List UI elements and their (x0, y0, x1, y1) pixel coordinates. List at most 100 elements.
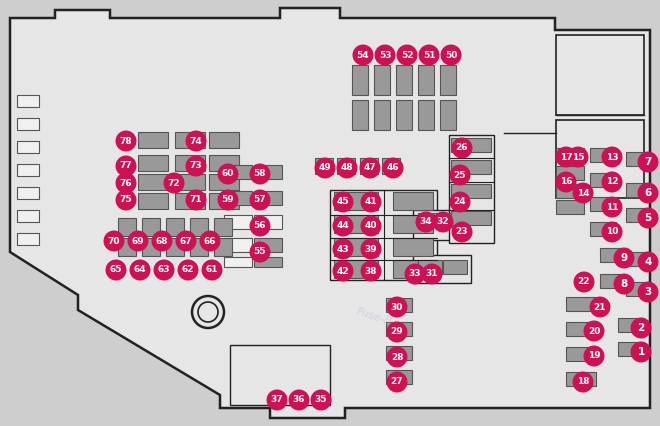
Circle shape (333, 192, 354, 213)
Text: 59: 59 (222, 196, 234, 204)
Bar (374, 100, 390, 130)
Circle shape (449, 164, 471, 185)
Bar (396, 65, 412, 95)
Text: 6: 6 (644, 188, 651, 198)
Bar (254, 191, 282, 205)
Text: 41: 41 (365, 198, 378, 207)
Circle shape (360, 261, 381, 282)
Circle shape (154, 259, 174, 280)
Text: 18: 18 (577, 377, 589, 386)
Circle shape (185, 130, 207, 152)
Bar (396, 100, 412, 130)
Circle shape (218, 190, 238, 210)
Text: 27: 27 (391, 377, 403, 386)
Text: 29: 29 (391, 328, 403, 337)
Circle shape (201, 259, 222, 280)
Circle shape (418, 44, 440, 66)
Bar (443, 260, 467, 274)
Circle shape (583, 345, 605, 366)
Text: 31: 31 (426, 270, 438, 279)
Bar (17, 187, 39, 199)
Bar (440, 100, 456, 130)
Text: 3: 3 (644, 287, 651, 297)
Circle shape (360, 216, 381, 236)
Bar (393, 260, 433, 278)
Bar (142, 218, 160, 236)
Circle shape (374, 44, 395, 66)
Circle shape (638, 282, 659, 302)
Bar (374, 65, 390, 95)
Bar (418, 260, 442, 274)
Circle shape (405, 264, 426, 285)
Bar (566, 372, 596, 386)
Circle shape (601, 196, 622, 218)
Bar (590, 222, 616, 236)
Bar (166, 218, 184, 236)
Circle shape (333, 239, 354, 259)
Bar (330, 190, 437, 280)
Circle shape (152, 230, 172, 251)
Bar (393, 238, 433, 256)
Bar (190, 218, 208, 236)
Bar (214, 218, 232, 236)
Text: 7: 7 (644, 157, 651, 167)
Circle shape (574, 271, 595, 293)
Bar (17, 141, 39, 153)
Text: 43: 43 (337, 245, 349, 253)
Bar (393, 192, 433, 210)
Circle shape (352, 44, 374, 66)
Circle shape (115, 173, 137, 193)
Bar (334, 192, 378, 210)
Text: 76: 76 (119, 178, 132, 187)
Bar (386, 322, 412, 336)
Text: 54: 54 (356, 51, 370, 60)
Bar (224, 257, 252, 267)
Bar (230, 345, 330, 405)
Bar (254, 215, 282, 229)
Text: 23: 23 (456, 227, 468, 236)
Circle shape (556, 147, 576, 167)
Text: 13: 13 (606, 153, 618, 161)
Bar (418, 100, 434, 130)
Bar (413, 210, 471, 240)
Text: 78: 78 (119, 136, 132, 146)
Text: 45: 45 (337, 198, 349, 207)
Circle shape (218, 164, 238, 184)
Bar (311, 382, 327, 404)
Bar (224, 165, 252, 179)
Circle shape (638, 152, 659, 173)
Text: 5: 5 (644, 213, 651, 223)
Bar (175, 174, 205, 190)
Text: 32: 32 (437, 218, 449, 227)
Bar (175, 193, 205, 209)
Circle shape (333, 216, 354, 236)
Bar (451, 211, 491, 225)
Circle shape (422, 264, 442, 285)
Text: 73: 73 (189, 161, 203, 170)
Bar (590, 173, 616, 187)
Bar (386, 298, 412, 312)
Bar (334, 215, 378, 233)
Bar (289, 382, 305, 404)
Text: 50: 50 (445, 51, 457, 60)
Circle shape (601, 222, 622, 242)
Bar (190, 238, 208, 256)
Bar (352, 65, 368, 95)
Circle shape (572, 182, 593, 204)
Bar (209, 193, 239, 209)
Polygon shape (10, 8, 650, 418)
Circle shape (106, 259, 127, 280)
Bar (17, 164, 39, 176)
Bar (142, 238, 160, 256)
Circle shape (449, 192, 471, 213)
Circle shape (115, 130, 137, 152)
Circle shape (185, 155, 207, 176)
Text: 68: 68 (156, 236, 168, 245)
Circle shape (630, 317, 651, 339)
Text: 51: 51 (423, 51, 435, 60)
Circle shape (601, 172, 622, 193)
Circle shape (115, 155, 137, 176)
Circle shape (267, 389, 288, 411)
Text: 16: 16 (560, 178, 572, 187)
Text: 74: 74 (189, 136, 203, 146)
